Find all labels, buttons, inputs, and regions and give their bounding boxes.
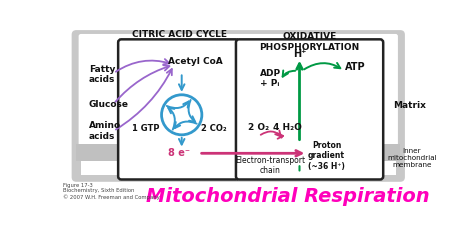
Text: Electron-transport
chain: Electron-transport chain (235, 156, 305, 175)
Text: Proton
gradient
(~36 H⁺): Proton gradient (~36 H⁺) (308, 141, 345, 170)
FancyBboxPatch shape (118, 39, 239, 179)
Bar (81, 161, 396, 175)
Text: H⁺: H⁺ (293, 49, 306, 59)
Text: OXIDATIVE
PHOSPHORYLATION: OXIDATIVE PHOSPHORYLATION (259, 32, 360, 52)
Text: CITRIC ACID CYCLE: CITRIC ACID CYCLE (132, 30, 227, 39)
Text: 1 GTP: 1 GTP (132, 124, 160, 133)
Circle shape (162, 95, 202, 135)
Text: 8 e⁻: 8 e⁻ (168, 148, 191, 158)
Text: Glucose: Glucose (89, 99, 129, 109)
FancyBboxPatch shape (72, 30, 405, 182)
Text: Acetyl CoA: Acetyl CoA (167, 57, 222, 66)
Text: Amino
acids: Amino acids (89, 121, 121, 141)
FancyBboxPatch shape (236, 39, 383, 179)
Text: ATP: ATP (345, 62, 365, 72)
Text: Fatty
acids: Fatty acids (89, 65, 115, 84)
Bar (76, 144, 400, 161)
Text: 2 O₂: 2 O₂ (248, 123, 269, 132)
Text: ADP
+ Pᵢ: ADP + Pᵢ (259, 69, 281, 88)
Text: Figure 17-3
Biochemistry, Sixth Edition
© 2007 W.H. Freeman and Company: Figure 17-3 Biochemistry, Sixth Edition … (63, 183, 160, 200)
FancyBboxPatch shape (79, 34, 398, 150)
Text: Mitochondrial Respiration: Mitochondrial Respiration (146, 187, 430, 206)
Text: Inner
mitochondrial
membrane: Inner mitochondrial membrane (387, 148, 437, 168)
Text: 2 CO₂: 2 CO₂ (201, 124, 227, 133)
Text: Matrix: Matrix (393, 101, 426, 110)
Text: 4 H₂O: 4 H₂O (273, 123, 302, 132)
